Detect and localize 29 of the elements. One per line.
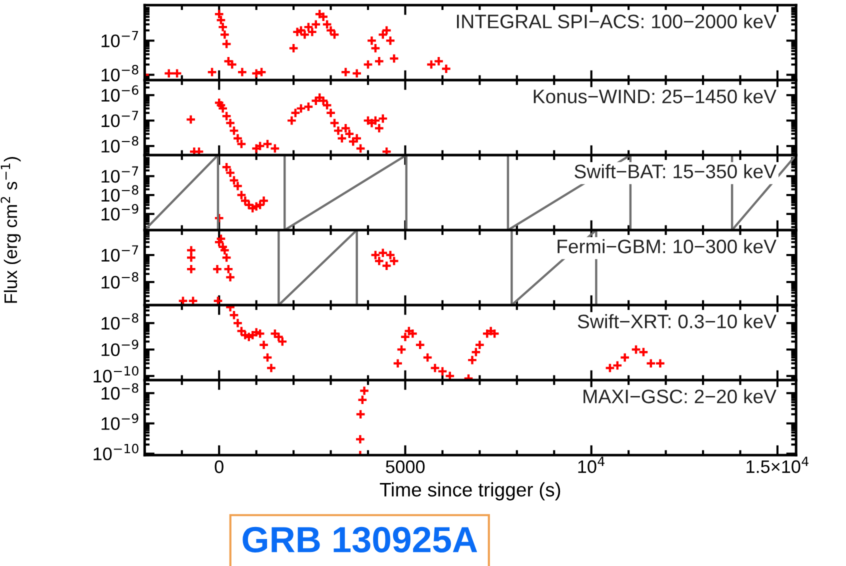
x-tick-label: 10$^{4}$: [578, 456, 604, 474]
x-tick-label: 1.5×10$^{4}$: [746, 456, 808, 474]
chart-title: Konus−WIND: 25−1450 keV: [534, 89, 776, 104]
x-axis-title: Time since trigger (s): [380, 482, 560, 500]
text: GRB 130925A: [242, 526, 478, 553]
y-axis-title: Flux (erg cm$^{2}$ s$^{−1}$): [0, 157, 21, 303]
y-tick-label: 10$^{−6}$: [102, 85, 138, 102]
y-tick-label: 10$^{−9}$: [102, 204, 138, 221]
chart-title: Swift−XRT: 0.3−10 keV: [578, 314, 776, 328]
y-tick-label: 10$^{−7}$: [102, 166, 138, 183]
y-tick-label: 10$^{−10}$: [94, 366, 138, 383]
y-tick-label: 10$^{−7}$: [102, 245, 138, 262]
y-tick-label: 10$^{−8}$: [102, 136, 138, 153]
y-tick-label: 10$^{−9}$: [102, 414, 138, 430]
y-tick-label: 10$^{−7}$: [102, 30, 138, 48]
y-tick-label: 10$^{−8}$: [102, 313, 138, 330]
y-tick-label: 10$^{−8}$: [102, 64, 138, 82]
chart-title: Swift−BAT: 15−350 keV: [574, 164, 776, 178]
y-tick-label: 10$^{−8}$: [102, 185, 138, 202]
chart-title: INTEGRAL SPI−ACS: 100−2000 keV: [456, 14, 776, 28]
chart-title: Fermi−GBM: 10−300 keV: [558, 239, 776, 254]
y-tick-label: 10$^{−9}$: [102, 340, 138, 356]
chart-title: MAXI−GSC: 2−20 keV: [584, 389, 776, 404]
y-tick-label: 10$^{−8}$: [102, 272, 138, 289]
y-tick-label: 10$^{−7}$: [102, 110, 138, 128]
y-tick-label: 10$^{−8}$: [102, 383, 138, 400]
y-tick-label: 10$^{−10}$: [94, 444, 138, 460]
x-tick-label: 5000: [386, 460, 425, 474]
x-tick-label: 0: [214, 460, 224, 474]
